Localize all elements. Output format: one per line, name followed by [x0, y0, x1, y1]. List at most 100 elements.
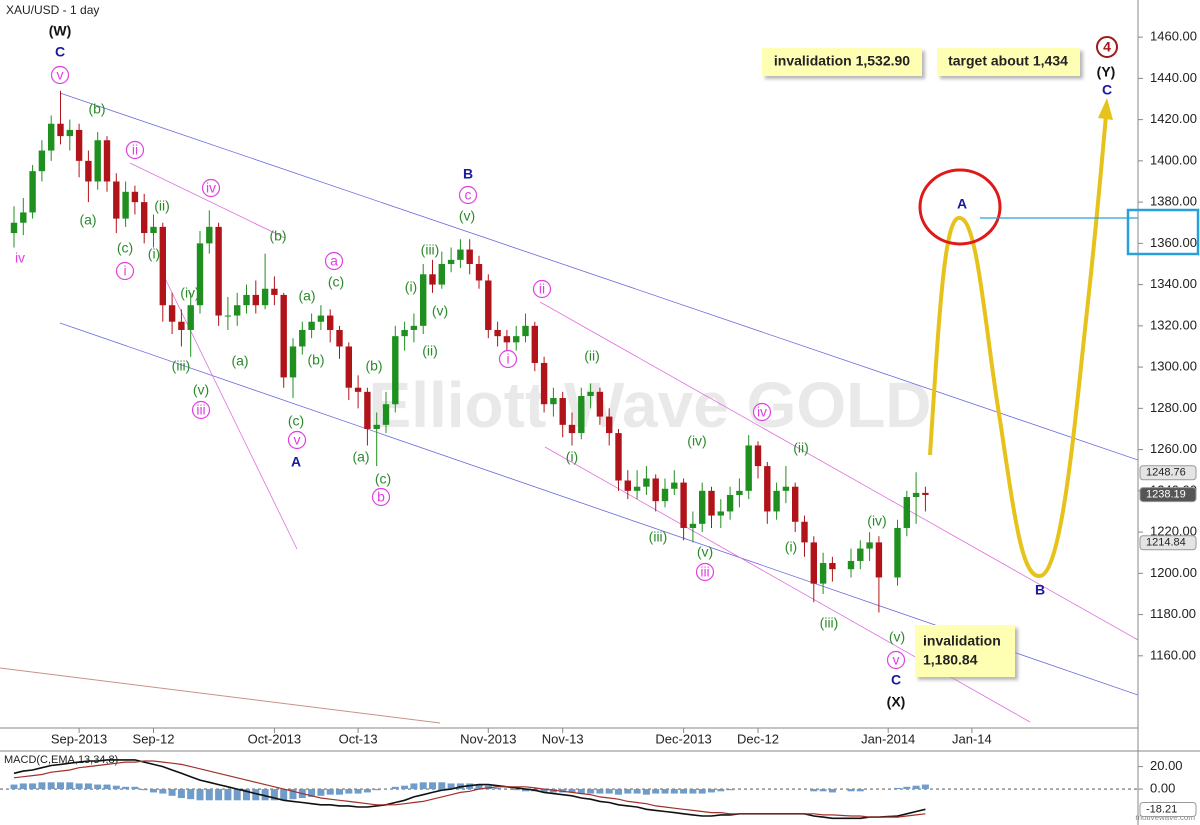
wave-label: i: [506, 351, 509, 367]
wave-label: (v): [432, 303, 448, 319]
candle-body: [652, 478, 659, 502]
annotation-ring: [115, 261, 135, 281]
annotation-ring: [324, 251, 344, 271]
wave-label: (v): [697, 544, 713, 560]
candle-body: [522, 325, 529, 337]
y-tick-label: 1260.00: [1150, 441, 1197, 456]
y-tick-label: 1460.00: [1150, 29, 1197, 44]
candles: [10, 90, 929, 613]
wave-label: (Y): [1097, 64, 1116, 80]
histogram-bar: [159, 789, 167, 794]
histogram-bar: [447, 783, 455, 790]
chart-title: XAU/USD - 1 day: [6, 3, 99, 17]
candle-body: [699, 490, 706, 524]
histogram-bar: [512, 789, 520, 791]
wave-label: (W): [49, 23, 72, 39]
candle-body: [57, 123, 64, 137]
y-tick-label: 1180.00: [1150, 606, 1196, 621]
histogram-bar: [540, 789, 548, 793]
annotation-ring: [498, 349, 518, 369]
note: invalidation 1,532.90: [774, 53, 910, 69]
histogram-bar: [475, 784, 483, 790]
candle-body: [20, 212, 27, 223]
candle-body: [317, 315, 325, 322]
annotation-ring: [1096, 36, 1118, 58]
price-marker: [1139, 465, 1197, 481]
candle-body: [206, 226, 213, 244]
histogram-bar: [717, 789, 725, 792]
y-tick-label: 1440.00: [1150, 70, 1197, 85]
candle-body: [141, 202, 148, 234]
price-marker-label: 1214.84: [1146, 537, 1186, 549]
y-tick-label: 1320.00: [1150, 317, 1197, 332]
histogram-bar: [912, 785, 920, 790]
histogram-bar: [168, 789, 176, 796]
x-tick-label: Jan-14: [952, 731, 992, 746]
note: target about 1,434: [948, 53, 1068, 69]
histogram-bar: [224, 789, 232, 801]
wave-label: (ii): [154, 198, 170, 214]
candle-body: [596, 391, 604, 417]
wave-label: C: [891, 672, 901, 688]
histogram-bar: [698, 789, 706, 794]
axes: 1160.001180.001200.001220.001240.001260.…: [51, 29, 1197, 747]
wave-label: iv: [206, 180, 216, 196]
candle-body: [234, 305, 241, 316]
wave-label: (iii): [649, 529, 668, 545]
forecast-path: [928, 114, 1108, 578]
wave-label: (a): [231, 353, 248, 369]
wave-label: (v): [459, 208, 475, 224]
y-tick-label: 1300.00: [1150, 359, 1197, 374]
candle-body: [178, 321, 185, 330]
x-tick-label: Oct-13: [339, 731, 378, 746]
candle-body: [736, 490, 743, 495]
histogram-bar: [289, 789, 297, 800]
candle-body: [624, 480, 631, 491]
wave-label: b: [377, 489, 385, 505]
price-marker-label: 1248.76: [1146, 467, 1186, 479]
candle-body: [447, 259, 455, 264]
macd-title: MACD(C,EMA,13,34,8): [4, 754, 118, 766]
wave-label: (iv): [867, 513, 886, 529]
target-circle: [918, 168, 1002, 246]
histogram-bar: [438, 782, 446, 790]
candle-body: [150, 226, 157, 234]
histogram-bar: [57, 782, 64, 790]
histogram-bar: [410, 783, 418, 790]
annotation-ring: [752, 402, 772, 422]
y-tick-label: 20.00: [1150, 758, 1183, 773]
x-tick-label: Sep-12: [133, 731, 175, 746]
y-tick-label: 1200.00: [1150, 565, 1197, 580]
histogram-bar: [680, 789, 688, 794]
wave-label: (iii): [172, 358, 191, 374]
histogram-bar: [847, 789, 855, 792]
note-box: [915, 625, 1015, 677]
candle-body: [875, 542, 883, 578]
wave-label: (iii): [820, 615, 839, 631]
candle-body: [75, 129, 83, 161]
wave-label: (b): [307, 352, 324, 368]
histogram-bar: [336, 789, 343, 795]
annotation-ring: [287, 430, 307, 450]
histogram-bar: [401, 785, 409, 790]
wave-label: (i): [785, 539, 797, 555]
histogram-bar: [894, 787, 901, 790]
wave-label: i: [123, 263, 126, 279]
histogram-bar: [810, 789, 818, 792]
histogram-bar: [345, 789, 353, 794]
candle-body: [810, 542, 817, 584]
candle-body: [457, 249, 464, 260]
candle-body: [159, 226, 166, 306]
candle-body: [94, 140, 101, 182]
histogram-bar: [196, 789, 204, 801]
candle-body: [754, 445, 762, 467]
candle-body: [364, 391, 371, 429]
histogram-bar: [568, 789, 576, 793]
wave-label: B: [463, 166, 473, 182]
candle-body: [438, 263, 445, 285]
trend-line: [0, 667, 441, 724]
candle-body: [113, 181, 120, 219]
histogram-bar: [252, 789, 260, 801]
annotation-ring: [201, 178, 221, 198]
